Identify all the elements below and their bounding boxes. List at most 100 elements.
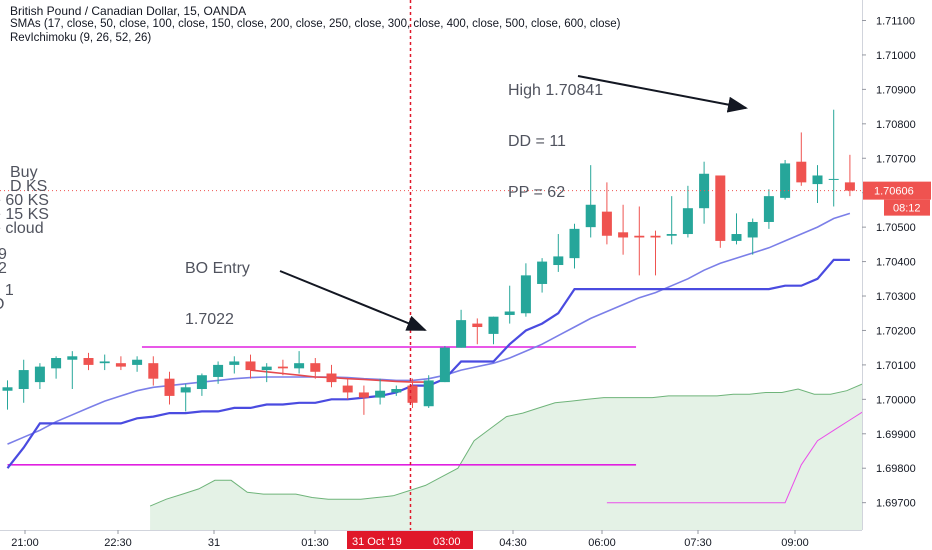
time-tick-label: 04:30 xyxy=(499,537,527,549)
candle xyxy=(310,358,321,379)
candle-body xyxy=(423,380,434,407)
candle-body xyxy=(229,361,240,365)
candle-body xyxy=(828,178,839,180)
cut-text-9: 9 xyxy=(0,246,7,263)
candle-body xyxy=(51,358,62,369)
candle xyxy=(796,132,807,186)
dd-text: DD = 11 xyxy=(508,133,566,150)
time-tick-label: 22:30 xyxy=(104,537,132,549)
candle xyxy=(682,185,693,238)
bo-entry-annotation: BO Entry 1.7022 xyxy=(185,226,250,345)
cut-text-d-ks: D KS xyxy=(10,178,48,195)
price-tick-label: 1.70700 xyxy=(876,153,916,165)
bo-entry-text: BO Entry xyxy=(185,260,250,277)
candle-body xyxy=(99,361,110,364)
cut-text-buy: Buy xyxy=(10,164,38,181)
candle xyxy=(164,371,175,405)
price-tick-label: 1.70400 xyxy=(876,257,916,269)
candle-body xyxy=(34,366,45,383)
candle-body xyxy=(715,175,726,241)
candle-body xyxy=(261,366,272,371)
cut-text-cloud: e cloud xyxy=(0,220,44,237)
candle xyxy=(67,351,78,390)
price-tick-label: 1.69700 xyxy=(876,498,916,510)
cursor-time-label-bg xyxy=(347,531,473,549)
candle xyxy=(634,206,645,276)
candle-body xyxy=(456,320,467,348)
candle-body xyxy=(520,275,531,314)
candle-body xyxy=(18,370,29,390)
candle xyxy=(277,359,288,376)
candle xyxy=(520,263,531,317)
candle xyxy=(844,154,855,197)
cut-text-15-ks: e 15 KS xyxy=(0,206,49,223)
candle xyxy=(780,159,791,200)
price-tick-label: 1.70300 xyxy=(876,291,916,303)
high-annotation: High 1.70841 DD = 11 PP = 62 xyxy=(508,48,603,218)
price-tick-label: 1.69800 xyxy=(876,463,916,475)
ichimoku-cloud-fill xyxy=(150,359,932,530)
price-tick-label: 1.71100 xyxy=(876,16,915,28)
candle-body xyxy=(763,196,774,222)
countdown-label-text: 08:12 xyxy=(893,203,921,215)
candle xyxy=(666,196,677,245)
candle-body xyxy=(148,363,159,379)
countdown-label: 08:12 xyxy=(884,199,930,216)
candle-body xyxy=(569,228,580,259)
price-tick-label: 1.70100 xyxy=(876,360,916,372)
candle xyxy=(132,356,143,372)
time-tick-label: 01:30 xyxy=(301,537,329,549)
cursor-time-label: 31 Oct '19 03:00 xyxy=(347,531,473,549)
candle xyxy=(488,316,499,345)
price-tick-label: 1.71000 xyxy=(876,50,916,62)
ichimoku-indicator-label[interactable]: RevIchimoku (9, 26, 52, 26) xyxy=(10,32,152,44)
candle xyxy=(715,175,726,248)
candle-body xyxy=(310,363,321,372)
last-price-label-text: 1.70606 xyxy=(874,186,914,198)
candle-body xyxy=(682,208,693,235)
cut-text-2: 2 xyxy=(0,260,7,277)
last-price-label-bg xyxy=(863,181,931,200)
candle-body xyxy=(812,175,823,185)
candle-body xyxy=(537,261,548,284)
candle xyxy=(245,354,256,379)
candle xyxy=(569,223,580,269)
candle xyxy=(618,204,629,255)
price-tick-label: 1.69900 xyxy=(876,429,916,441)
candle-body xyxy=(634,235,645,238)
candle-body xyxy=(488,316,499,334)
candle xyxy=(213,361,224,384)
candle-body xyxy=(164,378,175,396)
candle-body xyxy=(407,385,418,403)
cursor-date-text: 31 Oct '19 xyxy=(352,536,402,548)
cut-text-60-ks: e 60 KS xyxy=(0,192,49,209)
high-arrow xyxy=(577,75,748,113)
candle xyxy=(812,165,823,204)
candle xyxy=(99,354,110,371)
candle xyxy=(229,356,240,374)
cut-text-ratio: : 1 xyxy=(0,282,14,299)
candle-body xyxy=(553,256,564,266)
candle xyxy=(391,385,402,396)
candle-body xyxy=(2,387,13,391)
time-tick-label: 09:00 xyxy=(781,537,809,549)
time-tick-label: 06:00 xyxy=(588,537,616,549)
candle-body xyxy=(358,392,369,398)
cut-text-o: O xyxy=(0,297,180,313)
cursor-time-text: 03:00 xyxy=(433,536,461,548)
candle-body xyxy=(342,385,353,393)
time-tick-label: 07:30 xyxy=(684,537,712,549)
countdown-label-bg xyxy=(884,199,930,216)
candle-body xyxy=(796,161,807,183)
entry-arrow xyxy=(279,270,427,331)
candle-body xyxy=(294,363,305,369)
candle-body xyxy=(666,234,677,236)
candle xyxy=(456,309,467,348)
candle-body xyxy=(277,366,288,369)
price-axis xyxy=(862,0,932,550)
sma-indicator-label[interactable]: SMAs (17, close, 50, close, 100, close, … xyxy=(10,18,621,30)
candle-body xyxy=(844,182,855,191)
candle xyxy=(342,378,353,400)
candle xyxy=(407,378,418,408)
